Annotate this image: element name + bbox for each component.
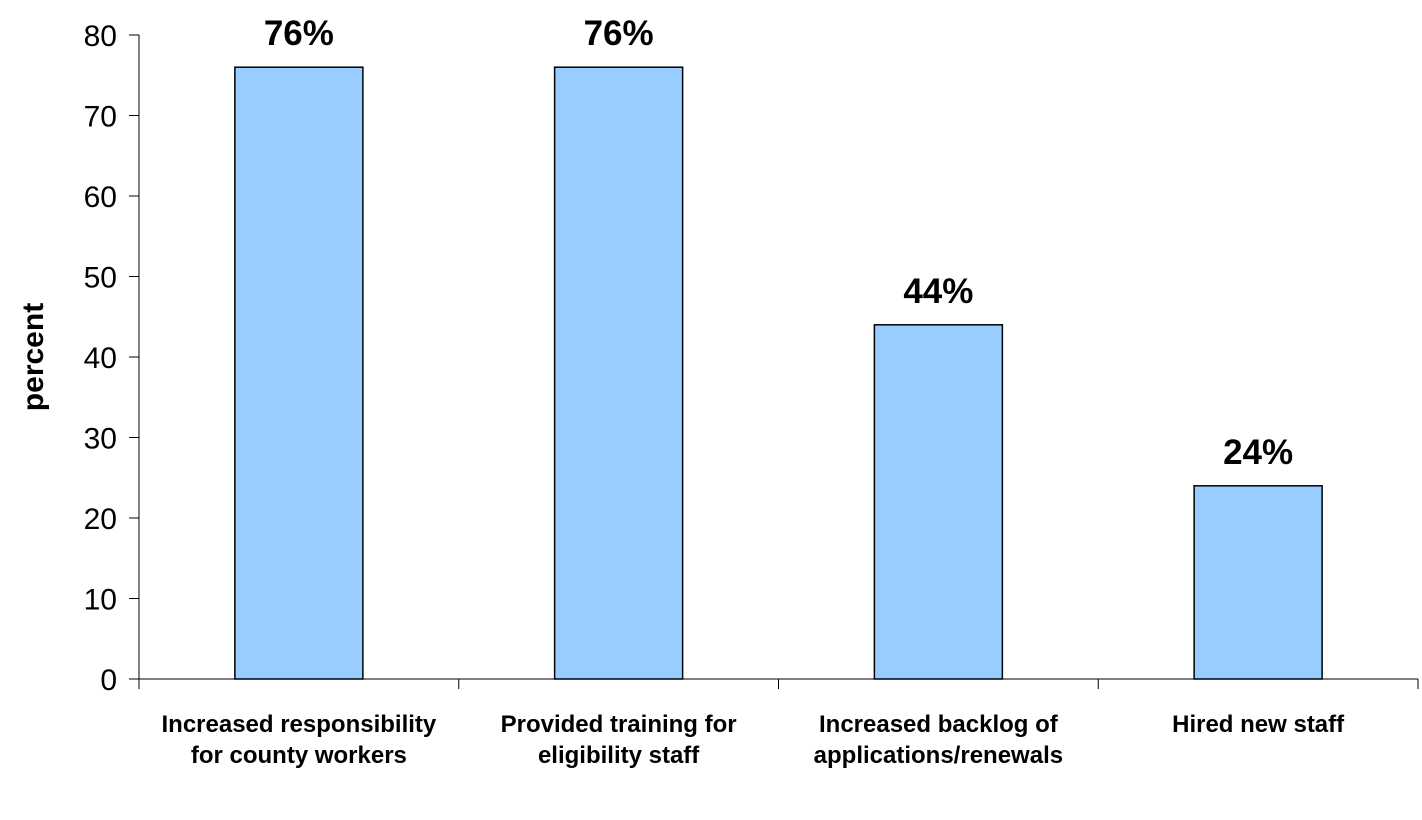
data-label: 24%: [1223, 433, 1293, 472]
y-axis-title: percent: [17, 303, 50, 411]
y-tick-label: 60: [84, 181, 117, 214]
y-tick-label: 0: [100, 664, 117, 697]
y-tick-label: 70: [84, 101, 117, 134]
data-label: 76%: [264, 14, 334, 53]
bar: [234, 66, 364, 680]
y-tick-label: 50: [84, 262, 117, 295]
x-category-label: Provided training for eligibility staff: [500, 711, 737, 769]
bar: [1193, 485, 1323, 680]
y-tick-label: 80: [84, 20, 117, 53]
y-tick-label: 20: [84, 503, 117, 536]
y-tick-label: 10: [84, 584, 117, 617]
x-category-label: Increased backlog of applications/renewa…: [813, 711, 1064, 769]
y-tick-label: 40: [84, 342, 117, 375]
data-label: 76%: [584, 14, 654, 53]
y-tick-label: 30: [84, 423, 117, 456]
x-category-label: Increased responsibility for county work…: [161, 711, 437, 769]
bar: [553, 66, 684, 680]
data-label: 44%: [903, 272, 973, 311]
x-category-label: Hired new staff: [1172, 711, 1345, 738]
bar: [873, 324, 1004, 680]
